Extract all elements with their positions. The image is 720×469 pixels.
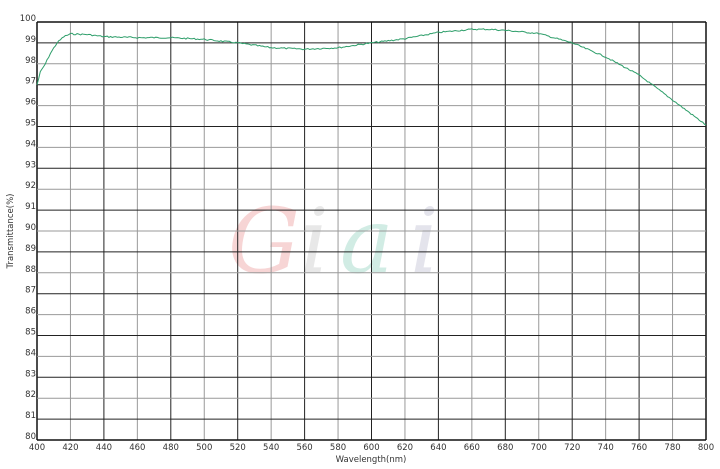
y-tick-label: 96 [25, 98, 36, 108]
x-tick-label: 640 [430, 443, 446, 453]
y-tick-label: 91 [25, 202, 36, 212]
y-tick-label: 88 [25, 265, 36, 275]
x-tick-label: 720 [564, 443, 580, 453]
x-tick-label: 620 [397, 443, 413, 453]
x-tick-label: 580 [330, 443, 346, 453]
x-tick-label: 520 [230, 443, 246, 453]
y-tick-label: 93 [25, 160, 36, 170]
y-tick-label: 86 [25, 307, 36, 317]
x-tick-label: 400 [29, 443, 45, 453]
x-tick-label: 660 [464, 443, 480, 453]
x-tick-labels: 400 420 440 460 480 500 520 540 560 580 600 620 640 6… [29, 443, 714, 453]
x-tick-label: 800 [698, 443, 714, 453]
x-tick-label: 760 [631, 443, 647, 453]
x-tick-label: 500 [196, 443, 212, 453]
x-tick-label: 740 [598, 443, 614, 453]
watermark-logo: a [340, 189, 394, 294]
y-tick-label: 94 [25, 139, 36, 149]
y-axis-label: Transmittance(%) [6, 194, 16, 270]
x-tick-label: 700 [531, 443, 547, 453]
watermark-logo: i [410, 189, 439, 294]
x-tick-label: 460 [129, 443, 145, 453]
x-tick-label: 780 [664, 443, 680, 453]
x-tick-label: 440 [96, 443, 112, 453]
series-line [36, 28, 707, 126]
y-tick-label: 100 [20, 14, 36, 24]
y-tick-label: 92 [25, 181, 36, 191]
y-tick-label: 80 [25, 432, 36, 442]
x-tick-label: 600 [363, 443, 379, 453]
y-tick-label: 85 [25, 328, 36, 338]
x-tick-label: 420 [62, 443, 78, 453]
x-axis-label: Wavelength(nm) [336, 455, 407, 465]
y-tick-label: 99 [25, 35, 36, 45]
watermark-logo: G [228, 189, 300, 294]
x-tick-label: 540 [263, 443, 279, 453]
y-tick-label: 83 [25, 369, 36, 379]
x-tick-label: 560 [296, 443, 312, 453]
y-tick-label: 82 [25, 390, 36, 400]
x-tick-label: 480 [163, 443, 179, 453]
y-tick-label: 87 [25, 286, 36, 296]
y-tick-label: 97 [25, 77, 36, 87]
y-tick-label: 89 [25, 244, 36, 254]
y-tick-label: 81 [25, 411, 36, 421]
y-tick-label: 90 [25, 223, 36, 233]
grid [36, 21, 707, 441]
y-tick-label: 95 [25, 119, 36, 129]
x-tick-label: 680 [497, 443, 513, 453]
y-tick-label: 98 [25, 56, 36, 66]
watermark: G i a i [228, 189, 439, 294]
y-tick-labels: 80 81 82 83 84 85 86 87 88 89 90 91 92 93 94 95 96 97 98 99… [20, 14, 36, 442]
y-tick-label: 84 [25, 348, 36, 358]
